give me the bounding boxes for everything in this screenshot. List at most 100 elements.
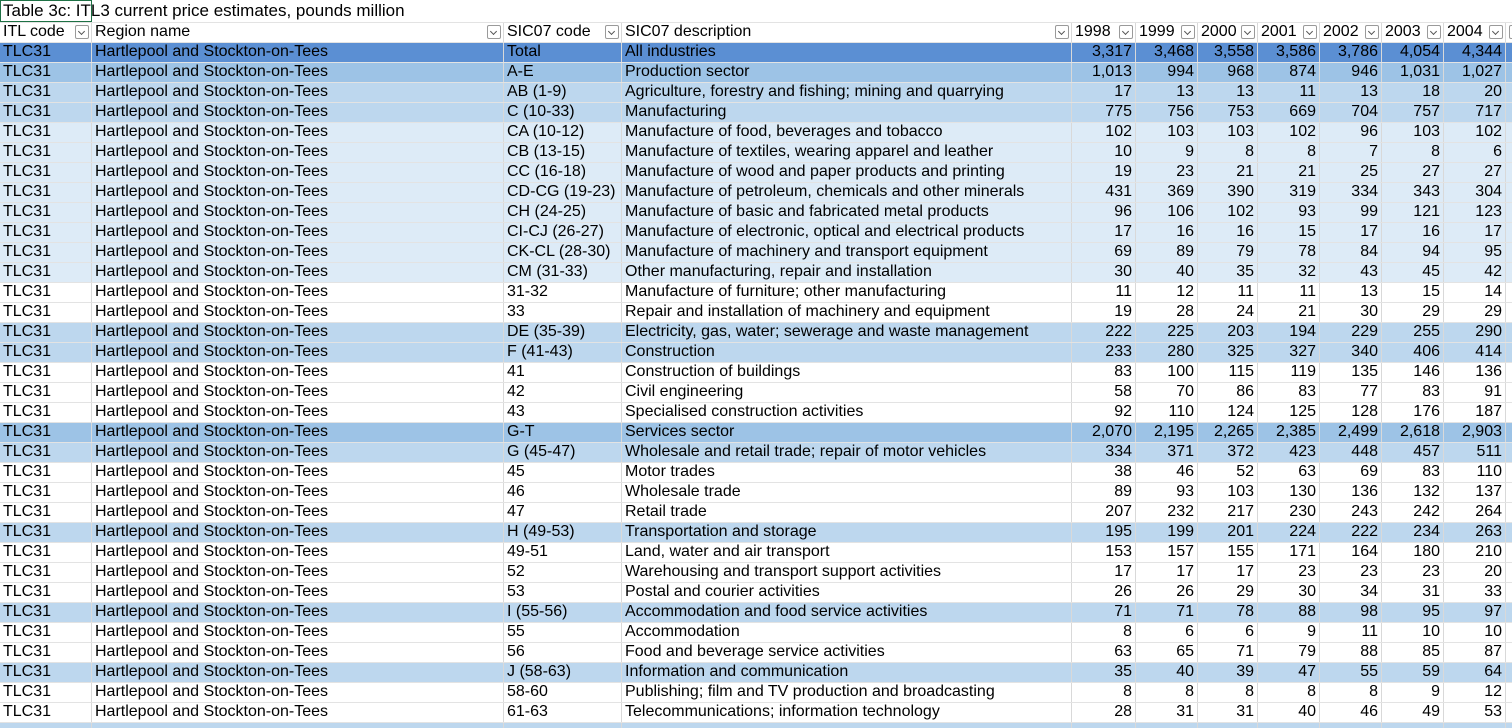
text-cell: Hartlepool and Stockton-on-Tees xyxy=(95,683,329,700)
value-cell: 24 xyxy=(1236,303,1254,320)
row-background xyxy=(0,222,1512,242)
text-cell: CK-CL (28-30) xyxy=(507,243,611,260)
row-background xyxy=(0,562,1512,582)
text-cell: Electricity, gas, water; sewerage and wa… xyxy=(625,323,1029,340)
value-cell: 93 xyxy=(1298,203,1316,220)
text-cell: Hartlepool and Stockton-on-Tees xyxy=(95,323,329,340)
filter-button[interactable] xyxy=(1365,25,1379,39)
value-cell: 3,586 xyxy=(1275,43,1316,60)
value-cell: 2,265 xyxy=(1213,423,1254,440)
row-background xyxy=(0,642,1512,662)
text-cell: Hartlepool and Stockton-on-Tees xyxy=(95,243,329,260)
value-cell: 26 xyxy=(1114,583,1132,600)
value-cell: 203 xyxy=(1227,323,1254,340)
text-cell: G (45-47) xyxy=(507,443,576,460)
value-cell: 753 xyxy=(1227,103,1254,120)
value-cell: 83 xyxy=(1422,383,1440,400)
value-cell: 26 xyxy=(1176,583,1194,600)
filter-button[interactable] xyxy=(605,25,619,39)
value-cell: 9 xyxy=(1431,683,1440,700)
value-cell: 3,786 xyxy=(1337,43,1378,60)
text-cell: Construction xyxy=(625,343,715,360)
value-cell: 63 xyxy=(1298,463,1316,480)
text-cell: Hartlepool and Stockton-on-Tees xyxy=(95,463,329,480)
value-cell: 390 xyxy=(1227,183,1254,200)
value-cell: 83 xyxy=(1298,383,1316,400)
row-background xyxy=(0,362,1512,382)
value-cell: 69 xyxy=(1114,243,1132,260)
text-cell: Total xyxy=(507,43,541,60)
row-border xyxy=(0,342,1512,343)
filter-button[interactable] xyxy=(1489,25,1503,39)
value-cell: 20 xyxy=(1484,83,1502,100)
value-cell: 10 xyxy=(1422,623,1440,640)
value-cell: 6 xyxy=(1245,623,1254,640)
text-cell: TLC31 xyxy=(3,583,52,600)
value-cell: 14 xyxy=(1484,283,1502,300)
row-border xyxy=(0,642,1512,643)
text-cell: TLC31 xyxy=(3,603,52,620)
filter-button[interactable] xyxy=(75,25,89,39)
text-cell: 47 xyxy=(507,503,525,520)
value-cell: 110 xyxy=(1476,463,1502,480)
value-cell: 30 xyxy=(1298,583,1316,600)
value-cell: 38 xyxy=(1114,463,1132,480)
text-cell: Hartlepool and Stockton-on-Tees xyxy=(95,343,329,360)
value-cell: 176 xyxy=(1413,403,1440,420)
value-cell: 4,344 xyxy=(1461,43,1502,60)
text-cell: Hartlepool and Stockton-on-Tees xyxy=(95,563,329,580)
value-cell: 20 xyxy=(1484,563,1502,580)
value-cell: 53 xyxy=(1484,703,1502,720)
text-cell: 42 xyxy=(507,383,525,400)
row-border xyxy=(0,122,1512,123)
row-border xyxy=(0,522,1512,523)
value-cell: 4,054 xyxy=(1399,43,1440,60)
value-cell: 46 xyxy=(1176,463,1194,480)
value-cell: 11 xyxy=(1115,283,1132,300)
filter-button[interactable] xyxy=(1509,25,1512,39)
value-cell: 255 xyxy=(1413,323,1440,340)
value-cell: 136 xyxy=(1351,483,1378,500)
column-border xyxy=(621,22,622,728)
row-border xyxy=(0,722,1512,723)
value-cell: 414 xyxy=(1475,343,1502,360)
value-cell: 33 xyxy=(1484,583,1502,600)
value-cell: 110 xyxy=(1168,403,1194,420)
filter-button[interactable] xyxy=(487,25,501,39)
row-border xyxy=(0,462,1512,463)
value-cell: 88 xyxy=(1298,603,1316,620)
filter-button[interactable] xyxy=(1181,25,1195,39)
text-cell: TLC31 xyxy=(3,103,52,120)
value-cell: 1,027 xyxy=(1461,63,1502,80)
value-cell: 13 xyxy=(1360,283,1378,300)
filter-button[interactable] xyxy=(1427,25,1441,39)
text-cell: 41 xyxy=(507,363,525,380)
column-header: 2002 xyxy=(1323,23,1359,40)
value-cell: 2,903 xyxy=(1461,423,1502,440)
value-cell: 8 xyxy=(1123,683,1132,700)
text-cell: Hartlepool and Stockton-on-Tees xyxy=(95,283,329,300)
text-cell: Hartlepool and Stockton-on-Tees xyxy=(95,703,329,720)
filter-button[interactable] xyxy=(1303,25,1317,39)
filter-button[interactable] xyxy=(1055,25,1069,39)
row-background xyxy=(0,42,1512,62)
row-background xyxy=(0,82,1512,102)
filter-button[interactable] xyxy=(1119,25,1133,39)
text-cell: TLC31 xyxy=(3,283,52,300)
text-cell: Telecommunications; information technolo… xyxy=(625,703,940,720)
filter-button[interactable] xyxy=(1241,25,1255,39)
value-cell: 31 xyxy=(1176,703,1194,720)
selected-cell[interactable] xyxy=(0,0,92,22)
value-cell: 32 xyxy=(1298,263,1316,280)
text-cell: DE (35-39) xyxy=(507,323,586,340)
value-cell: 16 xyxy=(1236,223,1254,240)
text-cell: Transportation and storage xyxy=(625,523,817,540)
value-cell: 85 xyxy=(1422,643,1440,660)
value-cell: 11 xyxy=(1237,283,1254,300)
value-cell: 217 xyxy=(1227,503,1254,520)
value-cell: 121 xyxy=(1413,203,1440,220)
row-background xyxy=(0,662,1512,682)
text-cell: TLC31 xyxy=(3,123,52,140)
text-cell: H (49-53) xyxy=(507,523,575,540)
